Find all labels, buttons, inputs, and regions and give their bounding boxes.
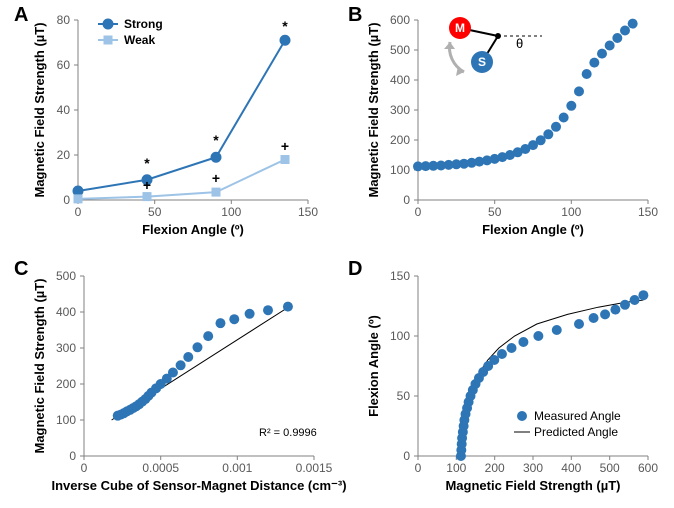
svg-text:50: 50 xyxy=(148,205,162,219)
svg-text:0: 0 xyxy=(415,461,422,475)
panel-b-points xyxy=(413,19,638,172)
svg-text:M: M xyxy=(455,21,465,35)
svg-text:0: 0 xyxy=(415,205,422,219)
panel-d-label: D xyxy=(348,258,362,281)
panel-a-xlabel: Flexion Angle (º) xyxy=(142,222,244,237)
svg-text:0: 0 xyxy=(63,193,70,207)
svg-text:S: S xyxy=(478,55,486,69)
panel-c: 0 100 200 300 400 500 0 0.0005 0.001 0.0… xyxy=(30,266,330,498)
panel-a-label: A xyxy=(14,4,28,27)
panel-d-ylabel: Flexion Angle (º) xyxy=(366,315,381,417)
svg-text:600: 600 xyxy=(390,13,410,27)
panel-a: 0 20 40 60 80 0 50 100 150 * * * xyxy=(30,10,330,240)
svg-text:*: * xyxy=(282,18,288,34)
panel-c-xticks: 0 0.0005 0.001 0.0015 xyxy=(81,456,333,475)
panel-c-yticks: 0 100 200 300 400 500 xyxy=(56,269,84,463)
panel-d-legend: Measured Angle Predicted Angle xyxy=(514,409,621,439)
panel-a-legend: Strong Weak xyxy=(98,17,163,47)
svg-text:150: 150 xyxy=(390,269,410,283)
svg-text:300: 300 xyxy=(390,103,410,117)
svg-text:100: 100 xyxy=(221,205,241,219)
figure: A 0 20 40 60 80 0 50 100 150 xyxy=(0,0,674,508)
svg-text:400: 400 xyxy=(56,305,76,319)
svg-text:40: 40 xyxy=(57,103,71,117)
svg-text:Measured Angle: Measured Angle xyxy=(534,409,621,423)
panel-b-ylabel: Magnetic Field Strength (µT) xyxy=(366,22,381,197)
svg-text:400: 400 xyxy=(390,73,410,87)
panel-d: 0 50 100 150 0 100 200 300 400 500 600 M… xyxy=(364,266,664,498)
svg-text:20: 20 xyxy=(57,148,71,162)
svg-text:+: + xyxy=(143,177,151,193)
panel-c-xlabel: Inverse Cube of Sensor-Magnet Distance (… xyxy=(51,478,346,493)
svg-text:+: + xyxy=(212,170,220,186)
panel-b-xlabel: Flexion Angle (º) xyxy=(482,222,584,237)
svg-text:150: 150 xyxy=(298,205,318,219)
panel-a-ylabel: Magnetic Field Strength (µT) xyxy=(32,22,47,197)
svg-text:500: 500 xyxy=(390,43,410,57)
panel-c-points xyxy=(113,302,293,421)
svg-text:150: 150 xyxy=(638,205,658,219)
panel-c-ylabel: Magnetic Field Strength (µT) xyxy=(32,278,47,453)
svg-text:50: 50 xyxy=(397,389,411,403)
panel-a-yticks: 0 20 40 60 80 xyxy=(57,13,78,207)
panel-d-xticks: 0 100 200 300 400 500 600 xyxy=(415,456,659,475)
panel-d-yticks: 0 50 100 150 xyxy=(390,269,418,463)
svg-text:0.0005: 0.0005 xyxy=(142,461,179,475)
panel-b-yticks: 0 100 200 300 400 500 600 xyxy=(390,13,418,207)
svg-text:Predicted Angle: Predicted Angle xyxy=(534,425,618,439)
svg-text:50: 50 xyxy=(488,205,502,219)
svg-text:500: 500 xyxy=(56,269,76,283)
panel-a-xticks: 0 50 100 150 xyxy=(75,200,319,219)
panel-b: 0 100 200 300 400 500 600 0 50 100 150 xyxy=(364,10,664,240)
svg-text:500: 500 xyxy=(600,461,620,475)
panel-d-xlabel: Magnetic Field Strength (µT) xyxy=(445,478,620,493)
svg-text:300: 300 xyxy=(523,461,543,475)
svg-text:0: 0 xyxy=(81,461,88,475)
svg-text:60: 60 xyxy=(57,58,71,72)
panel-c-r2: R² = 0.9996 xyxy=(259,427,317,439)
panel-b-label: B xyxy=(348,4,362,27)
svg-text:Strong: Strong xyxy=(124,17,163,31)
strong-line xyxy=(78,40,285,191)
svg-text:0: 0 xyxy=(75,205,82,219)
svg-text:100: 100 xyxy=(390,163,410,177)
svg-text:*: * xyxy=(144,155,150,171)
panel-b-xticks: 0 50 100 150 xyxy=(415,200,659,219)
svg-text:0: 0 xyxy=(69,449,76,463)
weak-line xyxy=(78,160,285,199)
svg-text:0: 0 xyxy=(403,193,410,207)
svg-text:200: 200 xyxy=(56,377,76,391)
svg-text:100: 100 xyxy=(446,461,466,475)
svg-text:Weak: Weak xyxy=(124,33,155,47)
svg-text:200: 200 xyxy=(390,133,410,147)
svg-text:100: 100 xyxy=(390,329,410,343)
svg-text:80: 80 xyxy=(57,13,71,27)
svg-text:0: 0 xyxy=(403,449,410,463)
svg-text:600: 600 xyxy=(638,461,658,475)
svg-text:0.001: 0.001 xyxy=(222,461,252,475)
svg-text:*: * xyxy=(213,132,219,148)
svg-text:θ: θ xyxy=(516,36,523,51)
panel-b-inset-diagram: M S θ xyxy=(444,17,542,76)
svg-text:400: 400 xyxy=(561,461,581,475)
svg-text:300: 300 xyxy=(56,341,76,355)
svg-text:200: 200 xyxy=(485,461,505,475)
panel-c-label: C xyxy=(14,258,28,281)
svg-text:100: 100 xyxy=(56,413,76,427)
svg-text:100: 100 xyxy=(561,205,581,219)
svg-text:+: + xyxy=(281,138,289,154)
svg-text:0.0015: 0.0015 xyxy=(296,461,333,475)
